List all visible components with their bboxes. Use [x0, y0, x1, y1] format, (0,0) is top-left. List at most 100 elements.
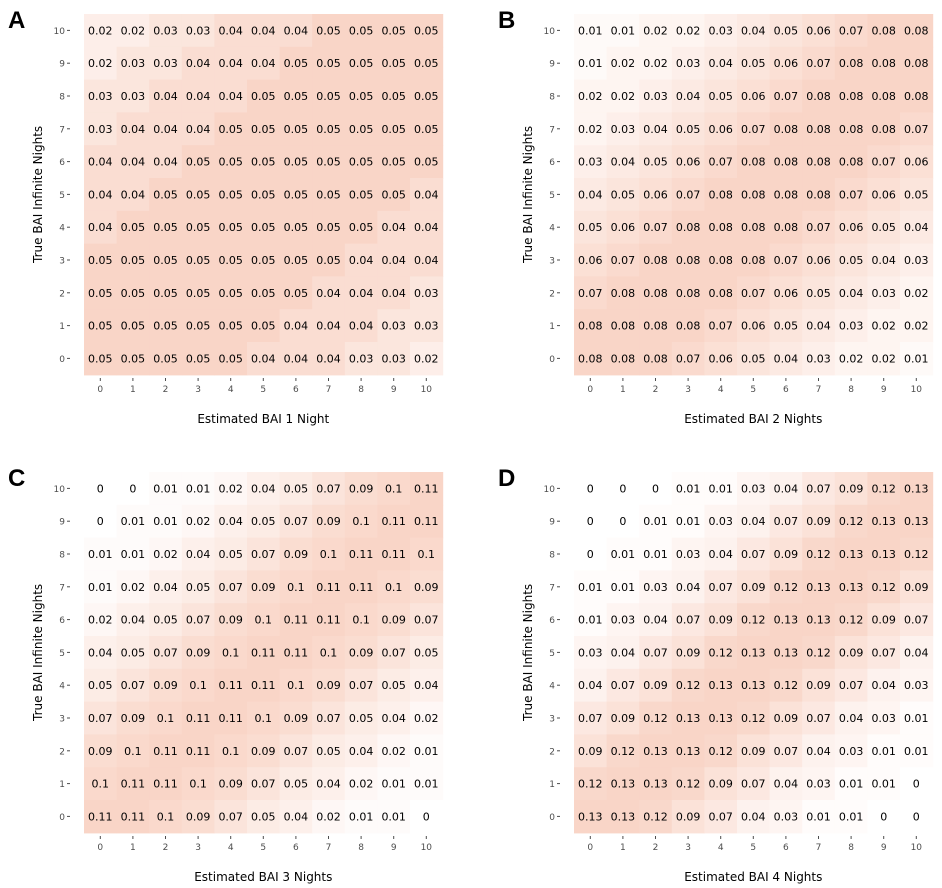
cell-label: 0.03 [611, 123, 636, 136]
heatmap-cell [84, 734, 118, 768]
cell-label: 0.04 [251, 24, 276, 37]
y-tick-label: 10 [544, 27, 556, 37]
heatmap-cell [639, 46, 673, 81]
cell-label: 0.05 [218, 320, 243, 333]
cell-label: 0.04 [186, 123, 211, 136]
heatmap-cell [84, 701, 118, 735]
heatmap-cell [737, 309, 771, 343]
cell-label: 0.11 [381, 548, 406, 561]
heatmap-cell [312, 668, 346, 703]
heatmap-cell [574, 79, 608, 113]
cell-label: 0.07 [578, 287, 603, 300]
cell-label: 0.04 [381, 712, 406, 725]
heatmap-cell [377, 342, 411, 376]
cell-label: 0.05 [153, 188, 178, 201]
cell-label: 0.13 [708, 679, 733, 692]
cell-label: 0.04 [643, 614, 668, 627]
heatmap-cell [377, 734, 411, 768]
heatmap-cell [84, 210, 118, 245]
heatmap-cell [181, 145, 215, 179]
heatmap-cell [574, 309, 608, 343]
heatmap-cell [149, 342, 183, 376]
cell-label: 0.06 [611, 221, 636, 234]
cell-label: 0.09 [839, 646, 864, 659]
cell-label: 0.02 [871, 320, 896, 333]
heatmap-cell [214, 178, 248, 212]
heatmap-cell [279, 603, 313, 637]
heatmap-cell [769, 342, 803, 376]
cell-label: 0.05 [904, 188, 929, 201]
cell-label: 0.07 [643, 221, 668, 234]
heatmap-cell [84, 767, 118, 801]
heatmap-cell [900, 309, 934, 343]
x-tick-label: 5 [750, 843, 756, 853]
cell-label: 0.07 [251, 548, 276, 561]
cell-label: 0.09 [251, 581, 276, 594]
heatmap-cell [214, 210, 248, 245]
y-tick-label: 7 [549, 125, 555, 135]
cell-label: 0.05 [284, 778, 309, 791]
cell-label: 0.12 [839, 515, 864, 528]
cell-label: 0.02 [121, 581, 146, 594]
cell-label: 0.03 [381, 352, 406, 365]
cell-label: 0.04 [676, 581, 701, 594]
cell-label: 0.12 [643, 810, 668, 823]
heatmap-cell [377, 800, 411, 834]
heatmap-cell [737, 79, 771, 113]
y-tick-label: 6 [59, 616, 65, 626]
cell-label: 0.07 [774, 515, 799, 528]
heatmap-cell [802, 570, 836, 604]
heatmap-cell [671, 112, 705, 146]
cell-label: 0.09 [806, 679, 831, 692]
heatmap-cell [312, 210, 346, 245]
cell-label: 0.02 [839, 352, 864, 365]
cell-label: 0.03 [904, 254, 929, 267]
heatmap-cell [84, 668, 118, 703]
heatmap-cell [769, 668, 803, 703]
y-tick-label: 5 [549, 649, 555, 659]
cell-label: 0.04 [806, 320, 831, 333]
cell-label: 0.05 [381, 90, 406, 103]
cell-label: 0.05 [316, 123, 341, 136]
x-tick-label: 10 [911, 843, 923, 853]
cell-label: 0.02 [904, 320, 929, 333]
x-axis-title: Estimated BAI 1 Night [197, 412, 329, 426]
heatmap-cell [312, 145, 346, 179]
heatmap-cell [149, 668, 183, 703]
heatmap-panel-a: 0.02 0.02 0.03 0.03 0.04 0.04 0.04 0.05 0.05 0.05… [8, 7, 444, 426]
cell-label: 0.04 [414, 188, 439, 201]
cell-label: 0.12 [806, 548, 831, 561]
cell-label: 0.04 [218, 90, 243, 103]
cell-label: 0.13 [741, 646, 766, 659]
cell-label: 0.09 [676, 810, 701, 823]
cell-label: 0.07 [708, 581, 733, 594]
x-tick-label: 8 [358, 843, 364, 853]
heatmap-cell [639, 636, 673, 670]
cell-label: 0.03 [349, 352, 374, 365]
heatmap-cell [867, 342, 901, 376]
heatmap-cell [116, 210, 150, 245]
heatmap-cell [312, 178, 346, 212]
cell-label: 0.04 [349, 320, 374, 333]
cell-label: 0.11 [414, 482, 439, 495]
cell-label: 0.08 [611, 352, 636, 365]
heatmap-cell [410, 570, 444, 604]
heatmap-cell [769, 46, 803, 81]
cell-label: 0.04 [414, 221, 439, 234]
heatmap-cell [181, 14, 215, 48]
cell-label: 0.09 [741, 745, 766, 758]
heatmap-cell [900, 701, 934, 735]
cell-label: 0.05 [88, 352, 113, 365]
cell-label: 0.11 [88, 810, 113, 823]
cell-label: 0.07 [708, 156, 733, 169]
cell-label: 0.05 [284, 123, 309, 136]
y-tick-label: 2 [59, 289, 65, 299]
cell-label: 0.05 [218, 221, 243, 234]
cell-label: 0.08 [806, 188, 831, 201]
cell-label: 0.12 [774, 679, 799, 692]
heatmap-cell [867, 14, 901, 48]
cell-label: 0.08 [578, 352, 603, 365]
heatmap-cell [149, 46, 183, 81]
heatmap-cell [737, 14, 771, 48]
heatmap-cell [149, 504, 183, 539]
